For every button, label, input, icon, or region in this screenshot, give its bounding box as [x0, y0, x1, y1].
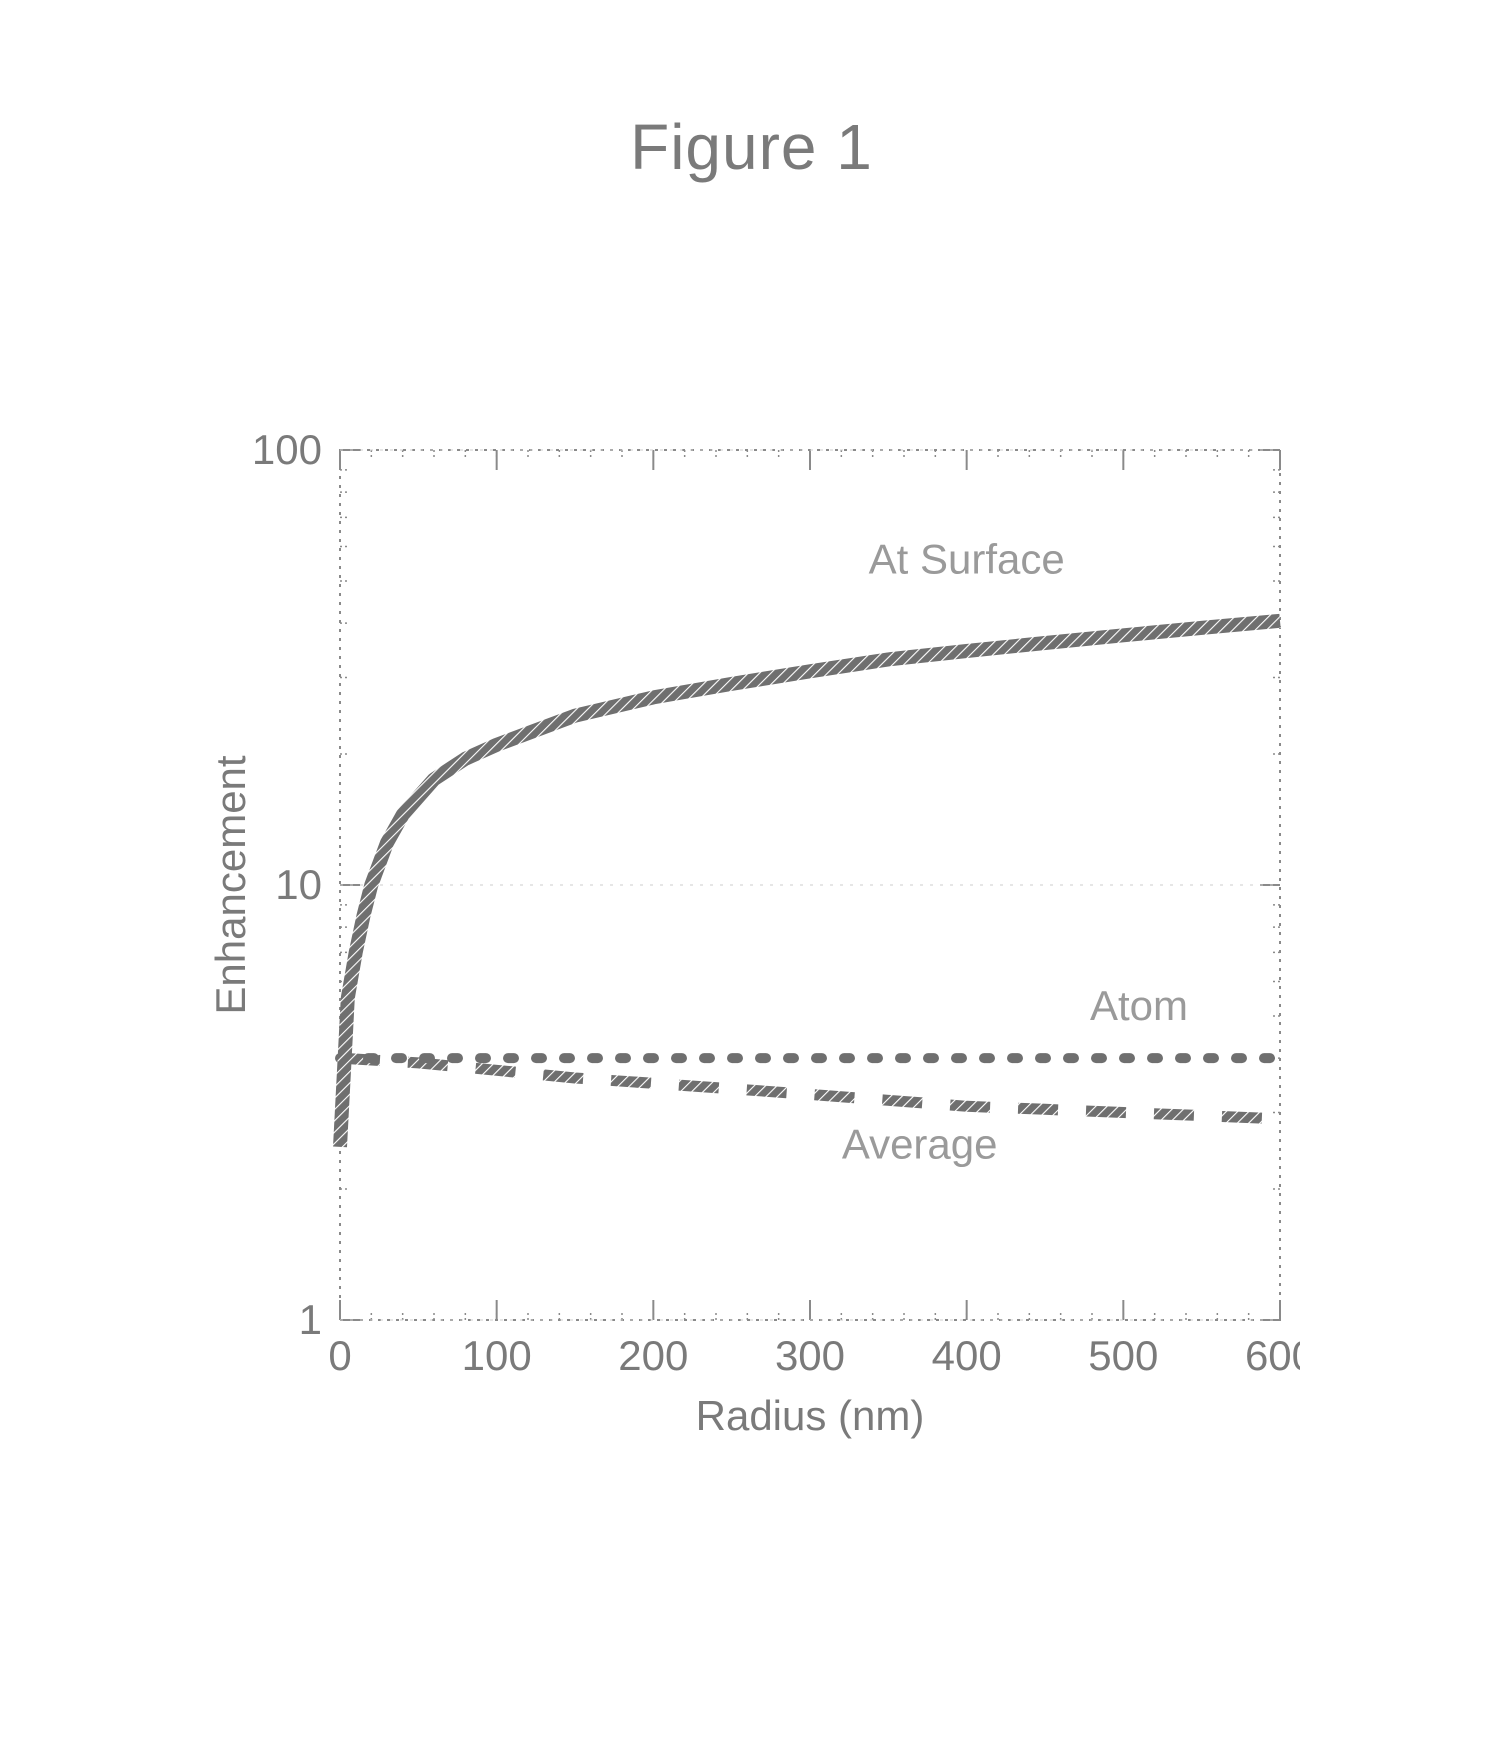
enhancement-chart: 0 100 200 300 400 500 600 1 10 100 Radius (nm) Enha…	[210, 430, 1300, 1510]
figure-title: Figure 1	[0, 110, 1503, 184]
x-tick-label: 400	[932, 1332, 1002, 1379]
chart-svg: 0 100 200 300 400 500 600 1 10 100 Radius (nm) Enha…	[210, 430, 1300, 1510]
x-tick-label: 300	[775, 1332, 845, 1379]
y-tick-label: 100	[252, 430, 322, 473]
x-tick-label: 0	[328, 1332, 351, 1379]
y-axis-label: Enhancement	[210, 755, 254, 1015]
series-label-average: Average	[842, 1121, 998, 1168]
x-tick-label: 500	[1088, 1332, 1158, 1379]
x-tick-label: 600	[1245, 1332, 1300, 1379]
x-tick-label: 200	[618, 1332, 688, 1379]
y-tick-label: 10	[275, 861, 322, 908]
series-label-at_surface: At Surface	[869, 536, 1065, 583]
series-label-atom: Atom	[1090, 982, 1188, 1029]
x-axis-label: Radius (nm)	[696, 1392, 925, 1439]
y-tick-label: 1	[299, 1296, 322, 1343]
x-tick-label: 100	[462, 1332, 532, 1379]
